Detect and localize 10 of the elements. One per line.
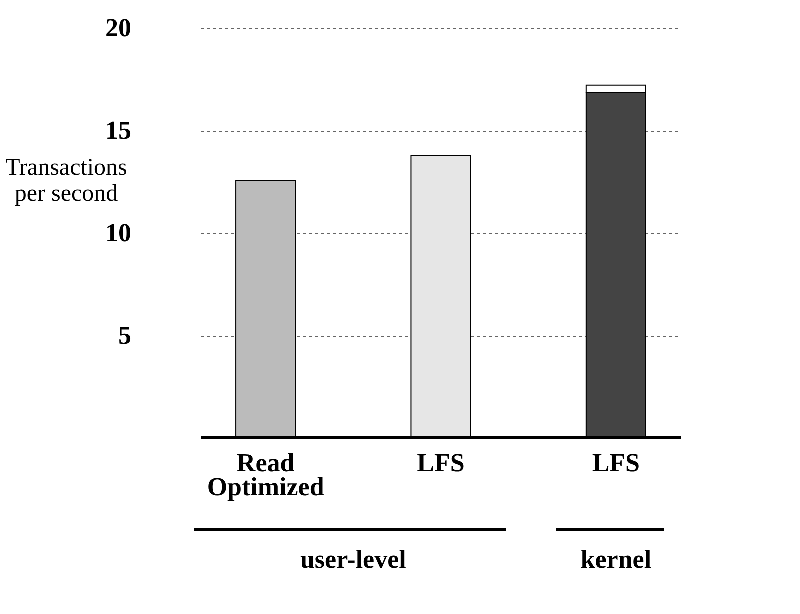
x-tick-label: LFS bbox=[592, 448, 640, 478]
text: user-level bbox=[300, 545, 406, 574]
y-tick-label: 20 bbox=[106, 14, 132, 42]
y-tick-label: 10 bbox=[106, 218, 132, 248]
x-tick-label: Read Optimized bbox=[207, 448, 325, 502]
text: kernel bbox=[580, 545, 652, 574]
y-tick-label: 5 bbox=[118, 321, 132, 350]
x-tick-label: LFS bbox=[417, 448, 465, 478]
y-tick-label: 15 bbox=[106, 116, 132, 145]
y-axis-title: Transactions per second bbox=[6, 155, 128, 208]
